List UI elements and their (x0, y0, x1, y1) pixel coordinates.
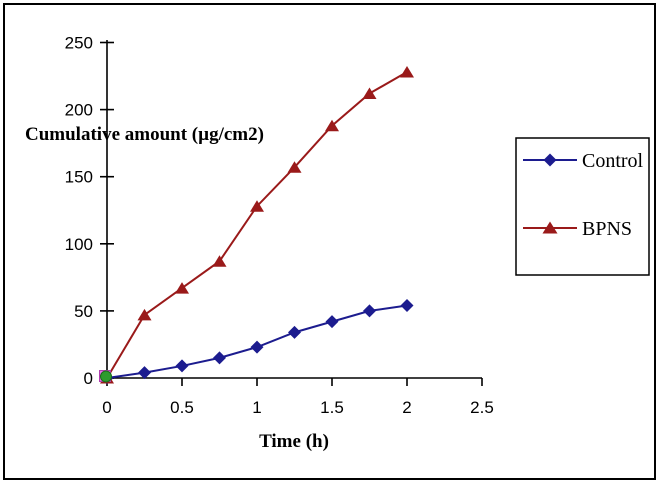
y-tick-label: 250 (65, 34, 93, 53)
y-tick-label: 0 (84, 369, 93, 388)
data-point-diamond (250, 340, 264, 354)
data-point-triangle (212, 255, 227, 267)
x-tick-label: 2 (402, 398, 411, 417)
outer-border (3, 3, 656, 480)
legend-item-bpns: BPNS (523, 218, 632, 240)
data-point-triangle (250, 200, 264, 212)
data-point-diamond (213, 351, 226, 365)
series-layer (99, 66, 414, 385)
data-point-diamond (325, 315, 339, 329)
x-tick-label: 0 (102, 398, 111, 417)
x-tick-label: 0.5 (170, 398, 194, 417)
x-axis-title: Time (h) (259, 431, 329, 452)
y-tick-label: 200 (65, 101, 93, 120)
data-point-diamond (288, 325, 301, 339)
y-tick-label: 150 (65, 168, 93, 187)
y-tick-label: 100 (65, 235, 93, 254)
legend-label-bpns: BPNS (582, 218, 632, 240)
data-point-triangle (287, 161, 302, 173)
data-point-triangle (362, 87, 377, 99)
legend-marker-triangle-icon (542, 221, 558, 234)
x-tick-label: 1 (252, 398, 261, 417)
x-tick-label: 1.5 (320, 398, 344, 417)
data-point-triangle (175, 282, 189, 294)
x-tick-label: 2.5 (470, 398, 494, 417)
y-tick-label: 50 (74, 302, 93, 321)
legend-marker-diamond-icon (543, 153, 557, 167)
axis-ticks: 0 50 100 150 200 250 0 0.5 1 1.5 2 2.5 (65, 34, 494, 418)
data-point-diamond (175, 359, 189, 373)
data-point-diamond (363, 304, 376, 318)
legend-item-control: Control (523, 150, 644, 172)
axes: 0 50 100 150 200 250 0 0.5 1 1.5 2 2.5 (65, 34, 494, 418)
origin-marker-circle (100, 370, 112, 383)
data-point-diamond (138, 366, 151, 380)
data-point-diamond (400, 299, 414, 313)
legend-label-control: Control (582, 150, 644, 172)
data-point-triangle (400, 66, 414, 78)
data-point-triangle (325, 119, 339, 132)
series-line-bpns (106, 71, 408, 379)
data-point-triangle (137, 308, 152, 321)
y-axis-title: Cumulative amount (µg/cm2) (25, 124, 264, 145)
legend: Control BPNS (515, 137, 650, 276)
